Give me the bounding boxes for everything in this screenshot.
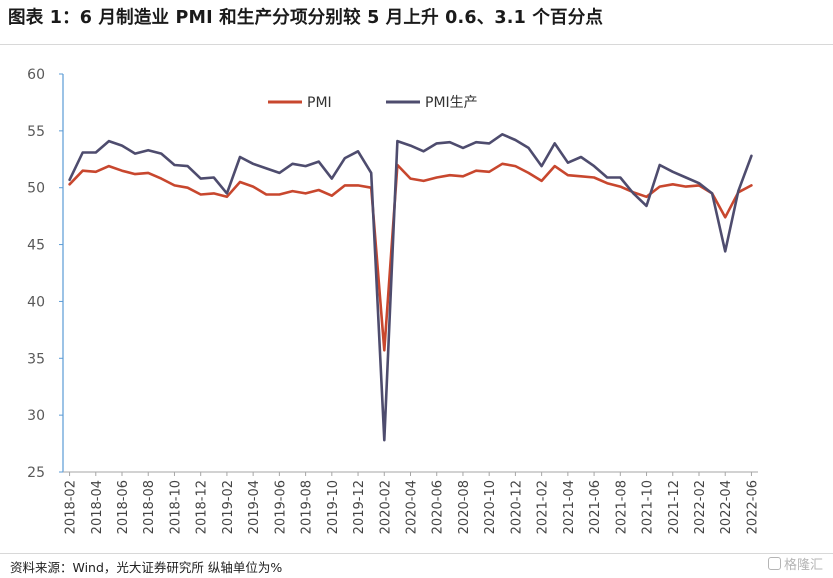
x-tick-label: 2020-06: [431, 480, 446, 534]
x-tick-label: 2018-04: [90, 480, 105, 534]
x-tick-label: 2021-02: [536, 480, 551, 534]
x-tick-label: 2022-04: [719, 480, 734, 534]
x-tick-label: 2021-06: [588, 480, 603, 534]
title-divider: [0, 44, 833, 45]
y-tick-label: 40: [27, 294, 45, 310]
x-tick-label: 2018-10: [168, 480, 183, 534]
y-tick-label: 45: [27, 238, 45, 254]
watermark-logo-icon: [767, 557, 781, 570]
x-tick-label: 2020-12: [509, 480, 524, 534]
x-tick-label: 2019-06: [273, 480, 288, 534]
x-tick-label: 2019-04: [247, 480, 262, 534]
y-tick-label: 30: [27, 408, 45, 424]
y-tick-label: 55: [27, 124, 45, 140]
chart-title: 图表 1：6 月制造业 PMI 和生产分项分别较 5 月上升 0.6、3.1 个…: [8, 8, 604, 28]
y-tick-label: 35: [27, 351, 45, 367]
legend-label-pmi-production: PMI生产: [425, 95, 478, 111]
x-tick-label: 2020-10: [483, 480, 498, 534]
legend: PMI PMI生产: [268, 95, 478, 111]
x-tick-label: 2019-02: [221, 480, 236, 534]
y-tick-label: 50: [27, 181, 45, 197]
y-tick-label: 25: [27, 465, 45, 481]
x-tick-label: 2022-02: [693, 480, 708, 534]
legend-label-pmi: PMI: [307, 95, 332, 111]
series-line-pmi: [68, 162, 753, 352]
footer-divider: [0, 553, 833, 554]
x-tick-label: 2018-02: [64, 480, 79, 534]
x-tick-label: 2021-08: [614, 480, 629, 534]
x-tick-label: 2020-04: [405, 480, 420, 534]
series-line-pmi-production: [68, 133, 753, 442]
x-tick-label: 2021-10: [641, 480, 656, 534]
x-tick-label: 2020-08: [457, 480, 472, 534]
x-tick-label: 2018-06: [116, 480, 131, 534]
x-tick-label: 2018-12: [195, 480, 210, 534]
x-tick-label: 2018-08: [142, 480, 157, 534]
x-tick-label: 2022-06: [745, 480, 760, 534]
x-axis: 2018-02 2018-04 2018-06 2018-08 2018-10 2018-…: [63, 471, 760, 534]
x-tick-label: 2019-08: [300, 480, 315, 534]
x-tick-label: 2020-02: [378, 480, 393, 534]
x-tick-label: 2019-12: [352, 480, 367, 534]
x-tick-label: 2021-12: [667, 480, 682, 534]
y-tick-label: 60: [27, 67, 45, 83]
y-axis: 25 30 35 40 45 50 55 60: [27, 67, 64, 481]
watermark: 格隆汇: [767, 554, 823, 573]
x-tick-label: 2021-04: [562, 480, 577, 534]
source-note: 资料来源：Wind，光大证券研究所 纵轴单位为%: [10, 560, 283, 575]
series-lines: [68, 133, 753, 442]
watermark-text: 格隆汇: [783, 558, 823, 573]
x-tick-label: 2019-10: [326, 480, 341, 534]
